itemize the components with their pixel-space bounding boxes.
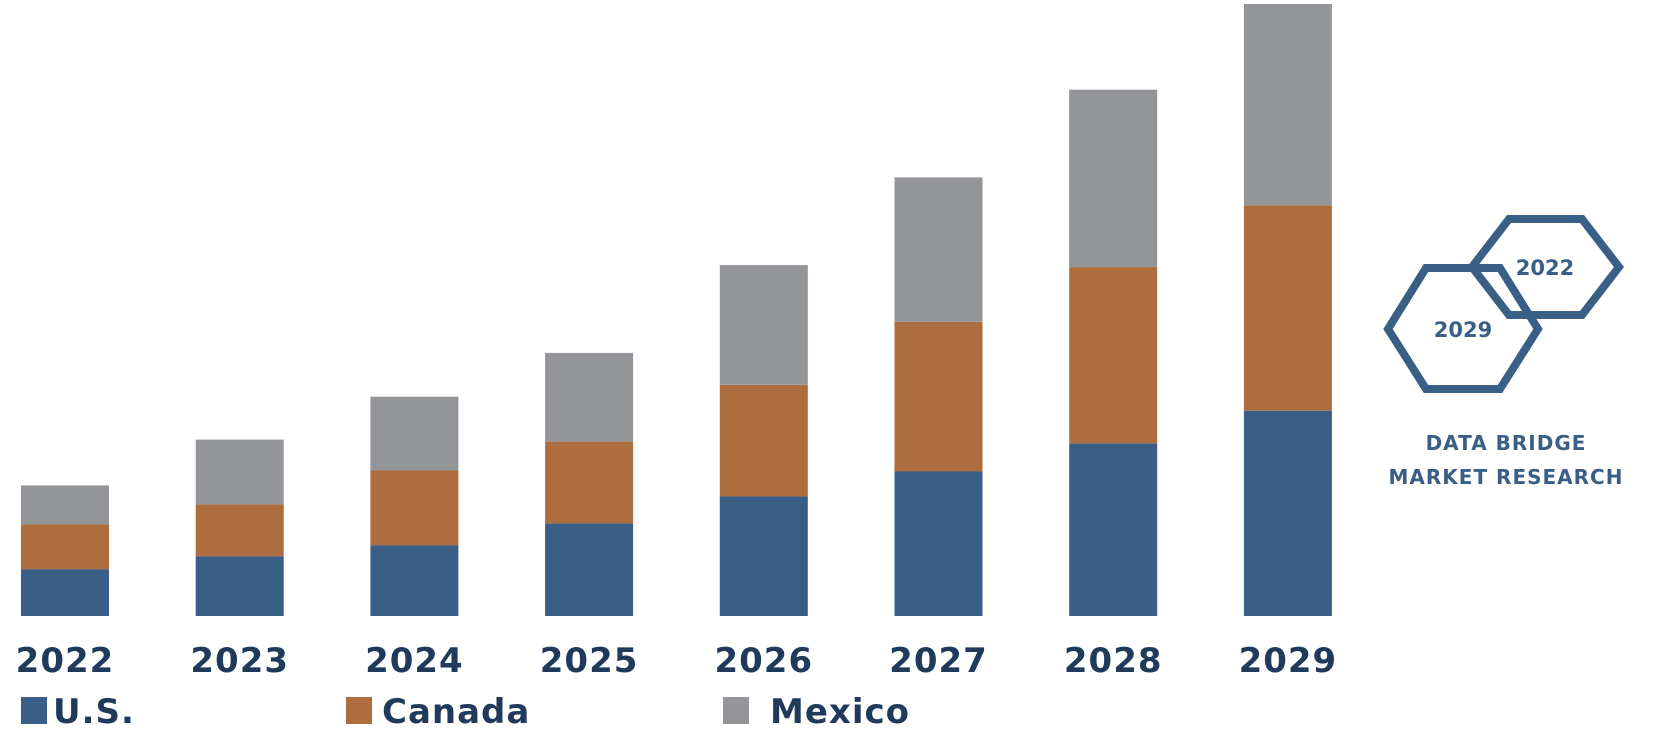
bar-segment-2023-us <box>195 556 284 616</box>
bar-segment-2027-us <box>894 471 983 616</box>
bar-segment-2029-us <box>1243 410 1332 616</box>
bar-segment-2022-mexico <box>21 485 109 525</box>
branding-logo: 2022 2029 DATA BRIDGE MARKET RESEARCH <box>1383 215 1625 489</box>
hexagon-badge-front-icon <box>1383 264 1543 393</box>
bar-segment-2028-mexico <box>1069 89 1158 268</box>
bar-segment-2029-canada <box>1243 205 1332 411</box>
x-tick-label-2023: 2023 <box>190 641 289 681</box>
bar-segment-2023-canada <box>195 504 284 557</box>
bar-segment-2026-canada <box>719 384 808 497</box>
bar-segment-2028-canada <box>1069 267 1158 444</box>
x-tick-label-2027: 2027 <box>889 641 988 681</box>
bar-segment-2026-mexico <box>719 265 808 385</box>
bar-segment-2022-us <box>21 569 109 616</box>
legend-label-mexico: Mexico <box>770 692 910 731</box>
bar-segment-2029-mexico <box>1243 4 1332 206</box>
x-axis-labels: 2022 2023 2024 2025 2026 2027 2028 2029 <box>16 641 1338 681</box>
bar-segment-2024-us <box>370 545 459 616</box>
bar-segment-2027-mexico <box>894 177 983 322</box>
bar-segment-2024-mexico <box>370 396 459 471</box>
bar-segment-2028-us <box>1069 443 1158 616</box>
legend-label-us: U.S. <box>53 692 135 731</box>
legend: U.S. Canada Mexico <box>21 692 910 731</box>
x-tick-label-2026: 2026 <box>714 641 813 681</box>
x-tick-label-2024: 2024 <box>365 641 464 681</box>
x-tick-label-2025: 2025 <box>540 641 639 681</box>
bar-segment-2025-us <box>545 523 634 616</box>
bar-segment-2022-canada <box>21 524 109 570</box>
bar-segment-2025-canada <box>545 441 634 524</box>
x-tick-label-2028: 2028 <box>1064 641 1163 681</box>
bar-segment-2027-canada <box>894 322 983 472</box>
legend-swatch-canada <box>346 697 372 724</box>
badge-year-front: 2029 <box>1434 318 1492 342</box>
legend-swatch-mexico <box>723 697 749 724</box>
bar-segment-2024-canada <box>370 470 459 546</box>
x-tick-label-2022: 2022 <box>16 641 115 681</box>
badge-year-back: 2022 <box>1516 256 1574 280</box>
legend-swatch-us <box>21 697 47 724</box>
legend-label-canada: Canada <box>382 692 530 731</box>
brand-line-1: DATA BRIDGE <box>1426 431 1587 455</box>
x-tick-label-2029: 2029 <box>1239 641 1338 681</box>
bars-layer <box>21 4 1332 616</box>
bar-segment-2023-mexico <box>195 439 284 505</box>
brand-line-2: MARKET RESEARCH <box>1389 465 1624 489</box>
bar-segment-2025-mexico <box>545 352 634 442</box>
bar-segment-2026-us <box>719 496 808 616</box>
